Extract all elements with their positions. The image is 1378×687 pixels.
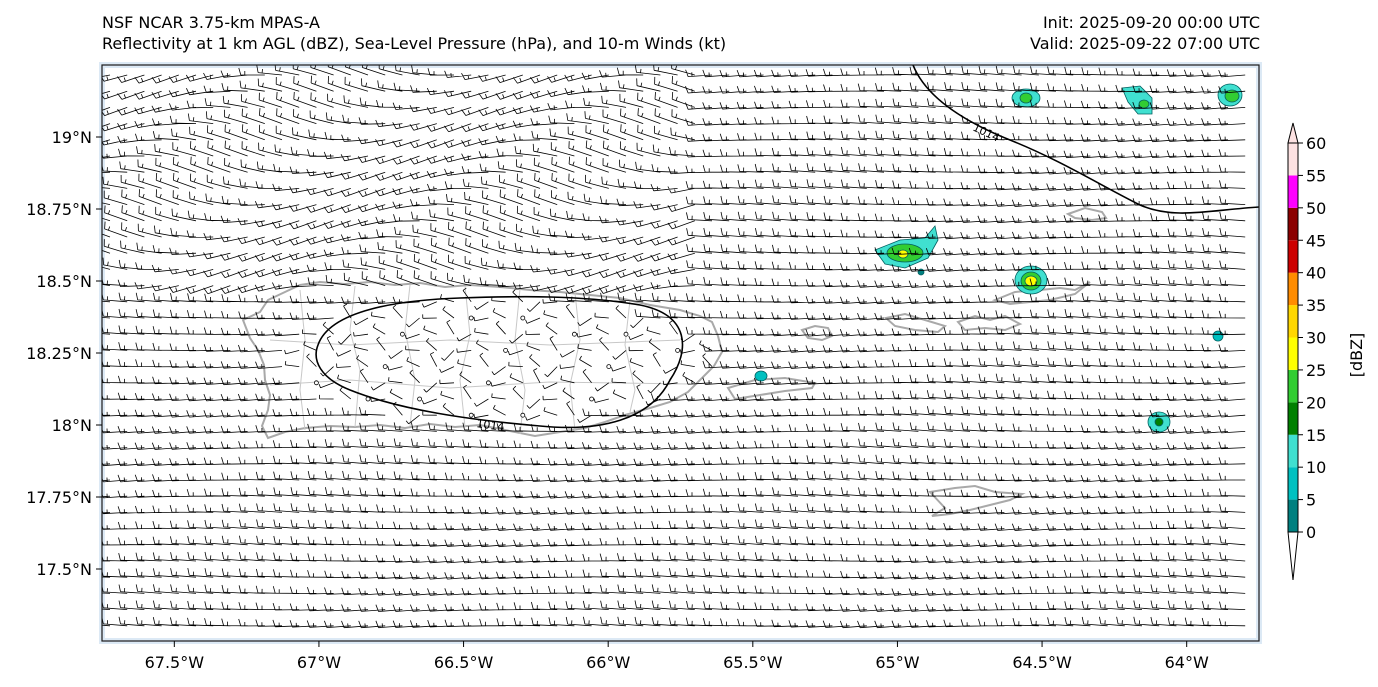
- puerto-rico-coast: [241, 280, 724, 440]
- calm-wind-markers: [313, 315, 680, 418]
- colorbar-segment: [1288, 305, 1298, 338]
- colorbar-tick-label: 50: [1306, 199, 1326, 218]
- colorbar-segment: [1288, 499, 1298, 532]
- colorbar-segment: [1288, 175, 1298, 208]
- colorbar-tick-label: 55: [1306, 166, 1326, 185]
- lon-tick-label: 67°W: [297, 653, 341, 672]
- colorbar-tick-label: 25: [1306, 361, 1326, 380]
- calm-marker: [503, 347, 509, 353]
- calm-marker: [675, 347, 680, 353]
- lon-tick-label: 66°W: [586, 653, 630, 672]
- calm-marker: [313, 380, 319, 386]
- colorbar-segment: [1288, 467, 1298, 500]
- latitude-axis: 19°N 18.75°N 18.5°N 18.25°N 18°N 17.75°N 17.5°…: [26, 128, 102, 579]
- isobar-label-pr: 1014: [476, 417, 506, 434]
- lat-tick-label: 19°N: [52, 128, 92, 147]
- colorbar-segment: [1288, 402, 1298, 435]
- colorbar-tick-label: 15: [1306, 426, 1326, 445]
- lon-tick-label: 67.5°W: [145, 653, 205, 672]
- calm-marker: [589, 396, 594, 402]
- colorbar-label: [dBZ]: [1347, 333, 1366, 378]
- st-thomas-coast: [883, 312, 948, 334]
- wind-barb-field: [102, 65, 1246, 629]
- cell-6: [1212, 330, 1224, 342]
- municipal-borders: [269, 284, 691, 435]
- calm-marker: [623, 331, 629, 337]
- title-model: NSF NCAR 3.75-km MPAS-A: [102, 13, 320, 32]
- title-right: Init: 2025-09-20 00:00 UTC Valid: 2025-0…: [1030, 12, 1260, 54]
- title-fields: Reflectivity at 1 km AGL (dBZ), Sea-Leve…: [102, 34, 727, 53]
- calm-marker: [382, 364, 388, 370]
- colorbar-segment: [1288, 143, 1298, 176]
- colorbar-segment: [1288, 337, 1298, 370]
- lon-tick-label: 64.5°W: [1012, 653, 1072, 672]
- colorbar-over-extend: [1287, 122, 1299, 144]
- lon-tick-label: 65.5°W: [723, 653, 783, 672]
- isobar-ne: [912, 65, 1259, 214]
- calm-marker: [417, 396, 423, 402]
- calm-marker: [520, 315, 526, 321]
- isobars: [315, 65, 1259, 429]
- lat-tick-label: 18.5°N: [36, 272, 92, 291]
- calm-marker: [399, 331, 405, 337]
- calm-marker: [606, 364, 612, 370]
- lon-tick-label: 64°W: [1165, 653, 1209, 672]
- lat-tick-label: 18.75°N: [26, 200, 92, 219]
- colorbar-tick-label: 40: [1306, 264, 1326, 283]
- colorbar-tick-label: 20: [1306, 393, 1326, 412]
- colorbar-segment: [1288, 207, 1298, 241]
- st-croix-coast: [927, 484, 1026, 517]
- colorbar-under-extend: [1287, 531, 1299, 581]
- lon-tick-label: 65°W: [875, 653, 919, 672]
- colorbar-segment: [1288, 272, 1298, 306]
- lat-tick-label: 17.5°N: [36, 560, 92, 579]
- calm-marker: [485, 380, 491, 386]
- lat-tick-label: 18°N: [52, 416, 92, 435]
- colorbar-tick-label: 30: [1306, 329, 1326, 348]
- isobar-pr: [315, 295, 684, 429]
- calm-marker: [468, 315, 474, 321]
- colorbar-tick-label: 45: [1306, 231, 1326, 250]
- calm-marker: [468, 412, 474, 418]
- valid-time: Valid: 2025-09-22 07:00 UTC: [1029, 34, 1260, 53]
- lat-tick-label: 17.75°N: [26, 488, 92, 507]
- colorbar-segment: [1288, 240, 1298, 273]
- colorbar: 0 5 10 15 20 25 30 35 40 45 50 55 60: [1287, 122, 1326, 581]
- cell-7: [754, 370, 768, 382]
- init-time: Init: 2025-09-20 00:00 UTC: [1042, 13, 1260, 32]
- wind-barbs: [102, 65, 1246, 629]
- calm-marker: [520, 412, 526, 418]
- colorbar-tick-label: 35: [1306, 296, 1326, 315]
- colorbar-tick-label: 0: [1306, 523, 1316, 542]
- cell-2: [1121, 85, 1153, 115]
- anegada-coast: [1065, 206, 1108, 222]
- colorbar-segment: [1288, 434, 1298, 468]
- lat-tick-label: 18.25°N: [26, 344, 92, 363]
- title-left: NSF NCAR 3.75-km MPAS-A Reflectivity at …: [102, 12, 726, 54]
- cell-3: [1217, 83, 1243, 107]
- colorbar-tick-label: 60: [1306, 134, 1326, 153]
- colorbar-tick-label: 5: [1306, 491, 1316, 510]
- calm-marker: [572, 331, 577, 337]
- reflectivity-cells: [754, 83, 1243, 433]
- colorbar-tick-label: 10: [1306, 458, 1326, 477]
- longitude-axis: 67.5°W 67°W 66.5°W 66°W 65.5°W 65°W 64.5°W 64°W: [145, 641, 1209, 672]
- colorbar-segment: [1288, 369, 1298, 403]
- lon-tick-label: 66.5°W: [434, 653, 494, 672]
